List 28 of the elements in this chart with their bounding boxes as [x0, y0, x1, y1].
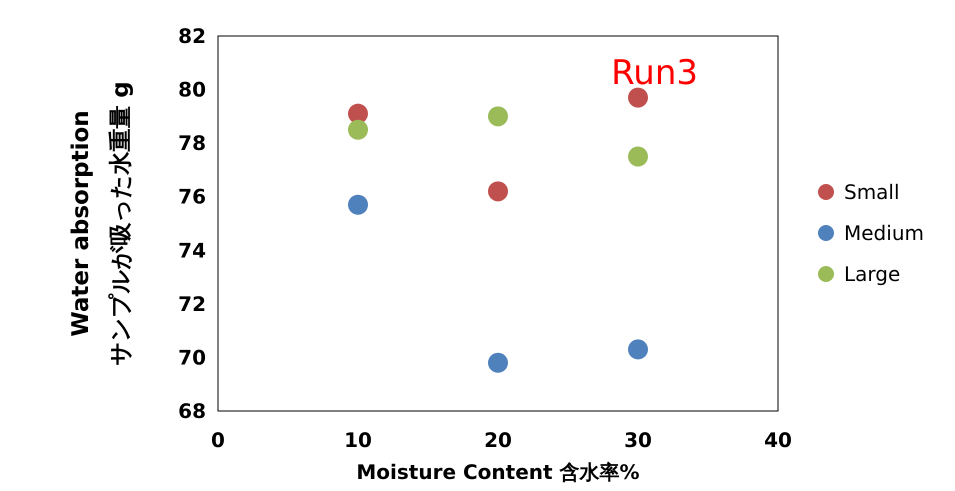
y-tick-label: 76 — [178, 184, 206, 209]
x-tick-label: 30 — [624, 428, 652, 452]
annotation: Run3 — [611, 53, 698, 93]
y-tick-label: 72 — [178, 292, 206, 316]
x-tick-label: 10 — [344, 428, 372, 452]
y-tick-label: 74 — [178, 238, 206, 262]
point — [628, 88, 648, 108]
point — [348, 104, 368, 124]
legend-label: Large — [844, 262, 900, 286]
point — [488, 352, 508, 373]
point — [348, 120, 368, 140]
x-tick-label: 0 — [211, 428, 225, 452]
y-tick-label: 82 — [178, 24, 206, 48]
x-axis-title: Moisture Content 含水率% — [356, 460, 640, 484]
y-tick-label: 68 — [178, 399, 206, 423]
y-tick-label: 70 — [178, 345, 206, 370]
point — [628, 339, 648, 360]
point — [488, 181, 508, 202]
point — [348, 194, 368, 215]
point — [488, 106, 508, 126]
y-tick-label: 78 — [178, 131, 206, 156]
y-tick-label: 80 — [178, 78, 206, 102]
x-tick-label: 40 — [764, 428, 792, 452]
legend-label: Small — [844, 180, 900, 204]
point — [628, 146, 648, 167]
legend-label: Medium — [844, 221, 924, 245]
x-tick-label: 20 — [484, 428, 512, 452]
y-axis-title: Water absorption サンプルが吸った水重量 g — [68, 81, 134, 366]
